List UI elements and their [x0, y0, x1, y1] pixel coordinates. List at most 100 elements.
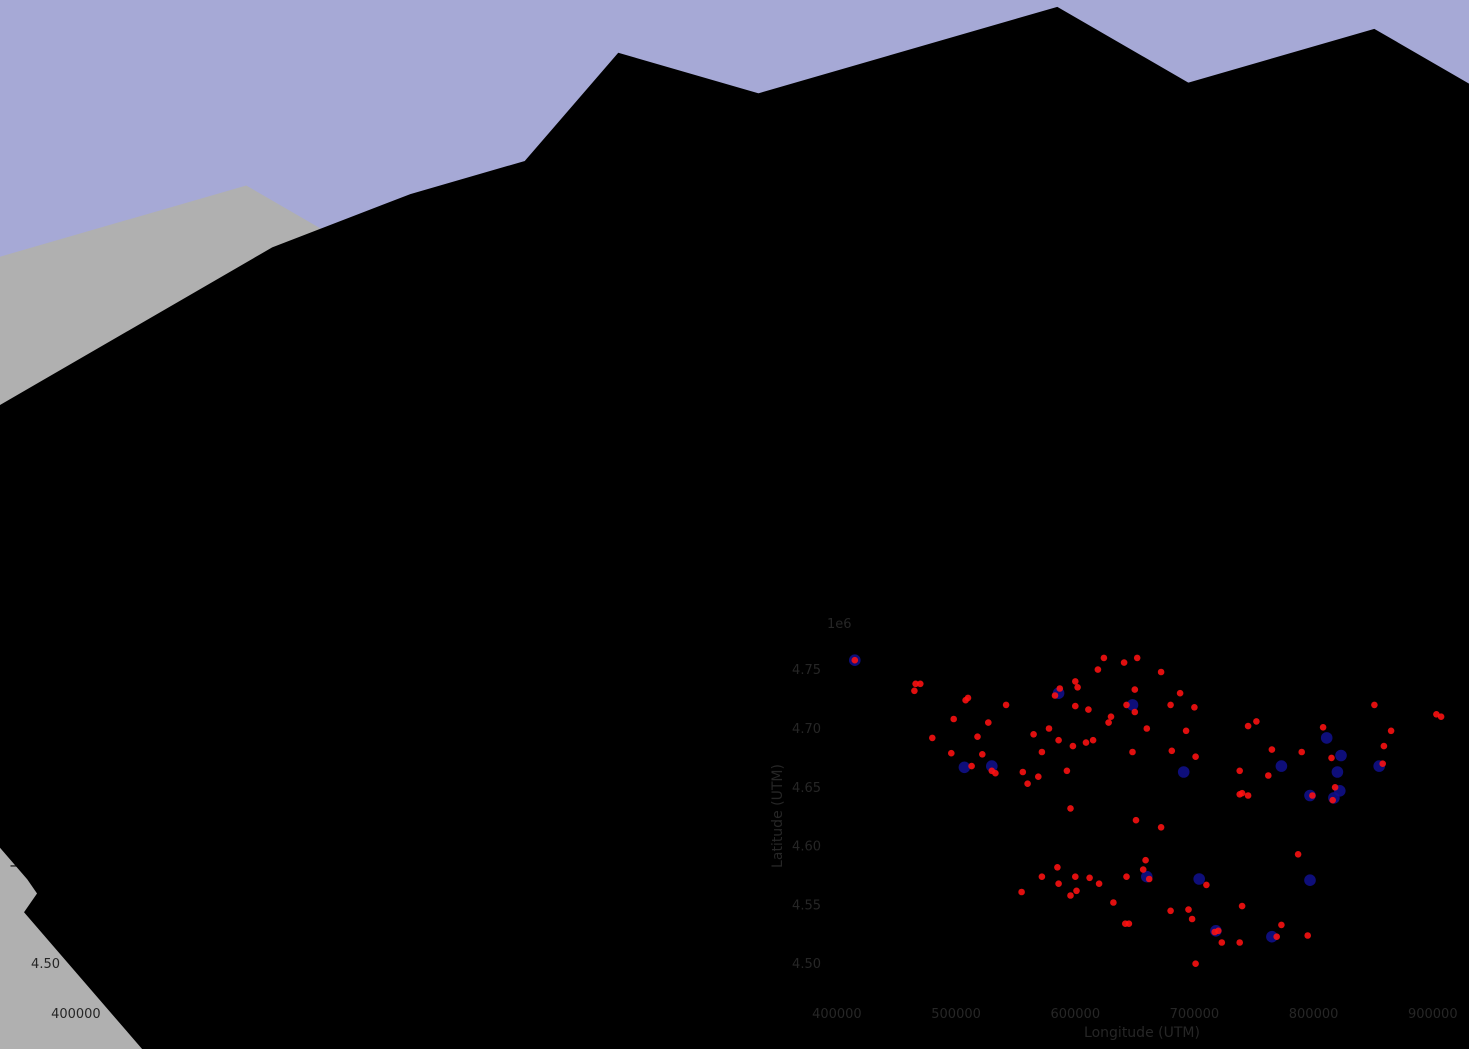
gauging-station-point	[948, 749, 955, 757]
reservoir-point	[1126, 699, 1139, 711]
y-tick-label: 4.65	[792, 781, 821, 796]
gauging-station-point	[1018, 888, 1025, 896]
gauging-station-point	[1253, 718, 1260, 725]
gauging-station-point	[1387, 727, 1395, 735]
gauging-station-point	[1437, 713, 1445, 720]
gauging-station-point	[1072, 873, 1079, 880]
gauging-station-point	[1268, 746, 1276, 753]
reservoir-point	[1193, 873, 1205, 885]
panel-integrated: Integrated Study Area Complete Geographi…	[770, 569, 1459, 1041]
gauging-station-point	[1145, 875, 1153, 883]
gauging-station-point	[1192, 960, 1199, 967]
y-tick-label: 4.75	[792, 663, 821, 678]
integrated-ylabel: Latitude (UTM)	[770, 764, 786, 868]
gauging-station-point	[1132, 816, 1140, 824]
gauging-station-point	[1304, 932, 1311, 939]
integrated-points	[849, 654, 1445, 967]
gauging-station-point	[950, 715, 957, 723]
reservoir-point	[1275, 760, 1288, 772]
gauging-station-point	[1203, 881, 1210, 889]
gauging-station-point	[917, 680, 924, 688]
x-tick-label: 700000	[1170, 1007, 1220, 1022]
gauging-station-point	[1054, 864, 1061, 871]
gauging-station-point	[1056, 685, 1064, 692]
gauging-station-point	[1123, 701, 1130, 709]
gauging-station-point	[1236, 939, 1243, 946]
gauging-station-point	[1215, 927, 1222, 935]
gauging-station-point	[1105, 719, 1112, 726]
gauging-station-point	[1038, 748, 1046, 756]
gauging-station-point	[929, 734, 936, 742]
y-tick-label: 4.55	[792, 898, 821, 913]
gauging-station-point	[968, 762, 975, 770]
integrated-xlabel: Longitude (UTM)	[1084, 1025, 1200, 1041]
gauging-station-point	[1319, 724, 1327, 731]
gauging-station-point	[1331, 784, 1339, 791]
gauging-station-point	[1182, 727, 1190, 735]
gauging-station-point	[1176, 689, 1184, 697]
gauging-station-point	[1167, 907, 1174, 915]
gauging-station-point	[1139, 866, 1147, 873]
x-tick-label: 400000	[51, 1007, 101, 1022]
gauging-station-point	[1125, 920, 1133, 927]
gauging-station-point	[974, 733, 981, 740]
gauging-station-point	[1157, 824, 1165, 831]
gauging-station-point	[1110, 899, 1117, 906]
gauging-station-point	[1244, 792, 1252, 799]
y-tick-label: 4.60	[792, 840, 821, 855]
gauging-station-point	[1107, 713, 1115, 720]
gauging-station-point	[1188, 915, 1196, 923]
y-tick-label: 4.50	[792, 957, 821, 972]
gauging-station-point	[851, 656, 859, 664]
gauging-station-point	[1168, 747, 1176, 755]
reservoir-point	[1320, 732, 1333, 744]
gauging-station-point	[1019, 768, 1027, 776]
gauging-station-point	[979, 751, 986, 758]
gauging-station-point	[1024, 780, 1031, 787]
gauging-station-point	[985, 719, 992, 726]
reservoir-point	[958, 761, 971, 774]
reservoir-point	[1304, 874, 1316, 886]
reservoir-point	[1177, 766, 1190, 778]
x-tick-label: 500000	[931, 1007, 981, 1022]
gauging-station-point	[1238, 902, 1246, 910]
gauging-station-point	[1063, 767, 1071, 775]
gauging-station-point	[1167, 701, 1174, 709]
gauging-station-point	[1328, 754, 1335, 762]
gauging-station-point	[1329, 796, 1336, 804]
gauging-station-point	[1120, 659, 1128, 666]
gauging-station-point	[1185, 906, 1192, 913]
gauging-station-point	[1129, 748, 1136, 756]
integrated-yticks: 4.50 4.55 4.60 4.65 4.70 4.75	[792, 663, 821, 972]
gauging-station-point	[1086, 874, 1093, 882]
gauging-station-point	[1038, 873, 1046, 880]
gauging-station-point	[1100, 654, 1108, 662]
gauging-station-point	[1095, 880, 1103, 887]
gauging-station-point	[1380, 742, 1388, 750]
gauging-station-point	[1072, 678, 1079, 685]
x-tick-label: 600000	[1050, 1007, 1100, 1022]
reservoir-point	[986, 760, 998, 772]
reservoir-point	[1335, 749, 1347, 762]
gauging-station-point	[1273, 933, 1280, 940]
y-tick-label: 4.50	[31, 957, 60, 972]
y-tick-label: 4.70	[792, 722, 821, 737]
gauging-station-point	[1379, 760, 1386, 767]
gauging-station-point	[1074, 684, 1081, 691]
gauging-station-point	[1191, 704, 1198, 711]
gauging-station-point	[911, 687, 918, 695]
gauging-station-point	[912, 680, 919, 688]
gauging-station-point	[1298, 748, 1305, 756]
gauging-station-point	[1294, 851, 1302, 858]
integrated-offset-label: 1e6	[827, 617, 852, 632]
gauging-station-point	[1265, 772, 1272, 779]
gauging-station-point	[1157, 668, 1165, 676]
gauging-station-point	[1035, 773, 1042, 780]
gauging-station-point	[1051, 692, 1059, 699]
x-tick-label: 900000	[1408, 1007, 1458, 1022]
gauging-station-point	[1089, 736, 1097, 744]
gauging-station-point	[1073, 887, 1080, 895]
gauging-station-point	[1278, 921, 1285, 929]
gauging-station-point	[1309, 792, 1316, 799]
